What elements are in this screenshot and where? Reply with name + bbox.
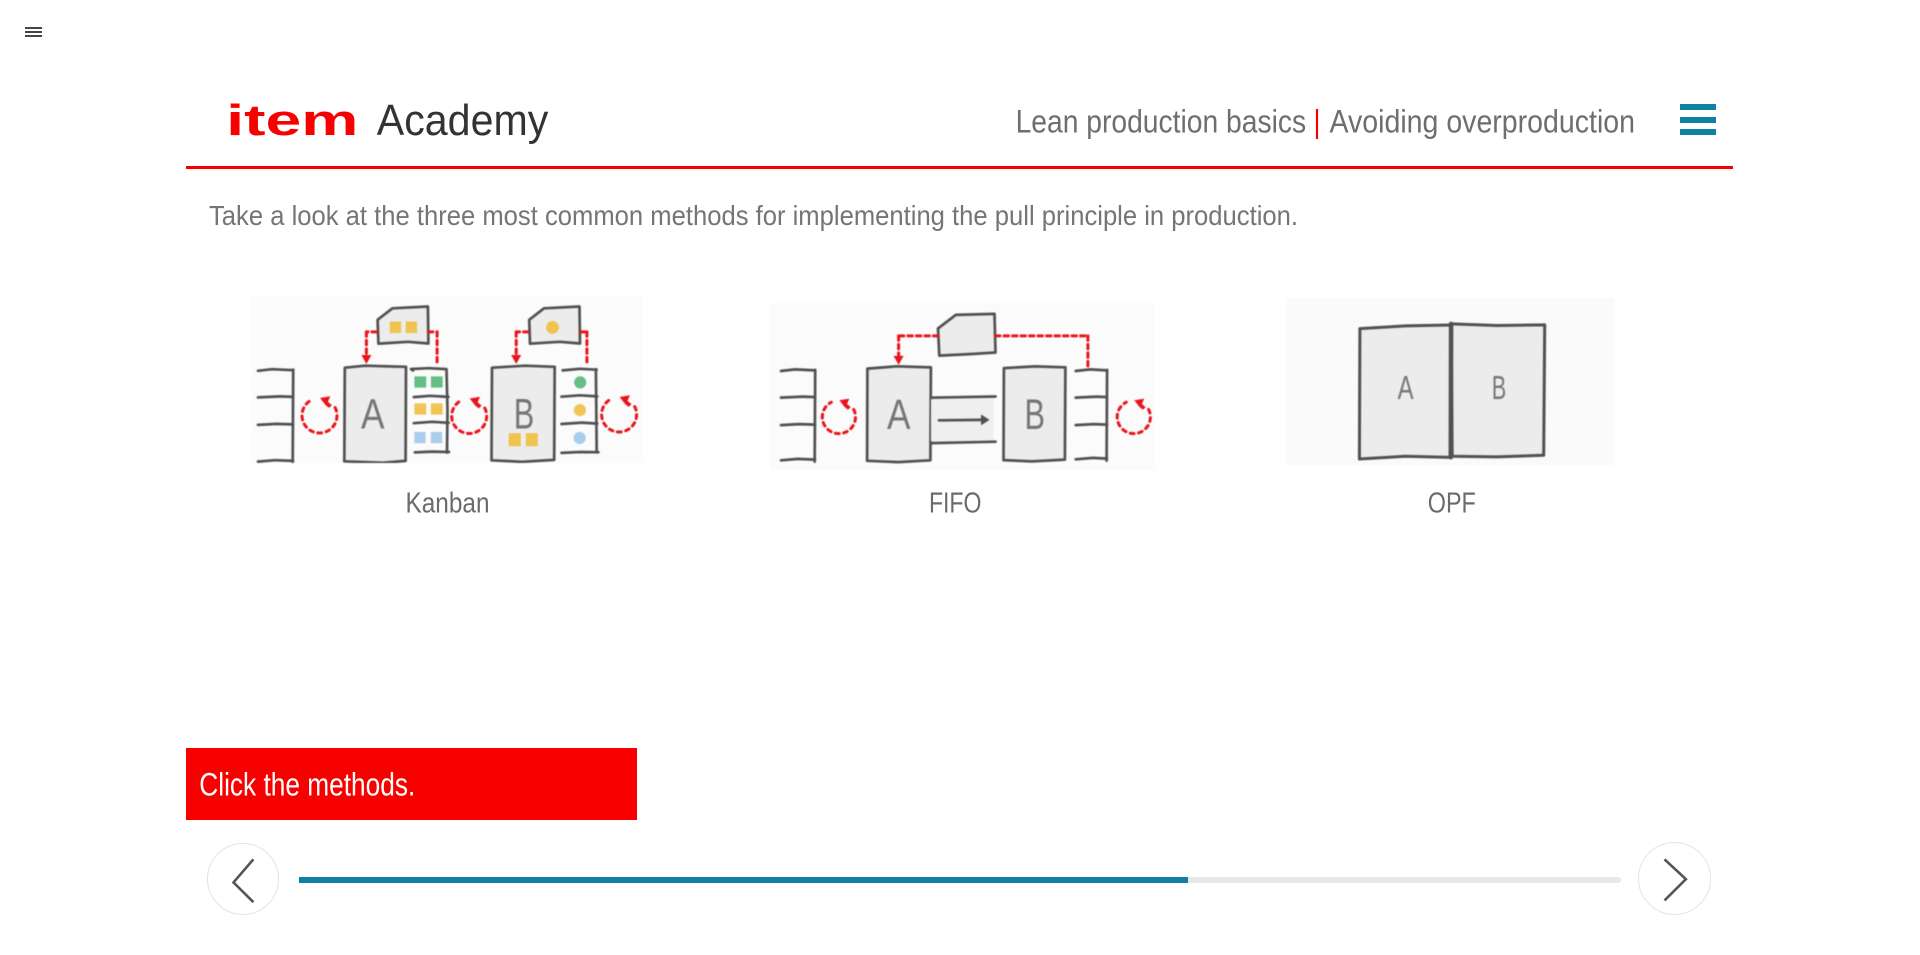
svg-text:B: B xyxy=(1025,391,1046,439)
svg-text:A: A xyxy=(887,391,911,439)
svg-text:Academy: Academy xyxy=(377,96,549,145)
svg-text:A: A xyxy=(361,391,385,439)
svg-text:item: item xyxy=(226,96,358,145)
svg-text:OPF: OPF xyxy=(1428,488,1476,520)
svg-text:Take a look at the three most: Take a look at the three most common met… xyxy=(209,200,1298,231)
svg-text:A: A xyxy=(1398,369,1414,406)
svg-text:B: B xyxy=(1492,369,1507,406)
svg-text:B: B xyxy=(514,391,535,439)
svg-text:FIFO: FIFO xyxy=(929,488,982,520)
svg-text:Lean production basics: Lean production basics xyxy=(1016,104,1307,140)
svg-text:|: | xyxy=(1314,104,1321,140)
svg-text:Avoiding overproduction: Avoiding overproduction xyxy=(1330,104,1636,140)
svg-text:Kanban: Kanban xyxy=(406,488,490,520)
svg-text:Click the methods.: Click the methods. xyxy=(199,767,415,803)
